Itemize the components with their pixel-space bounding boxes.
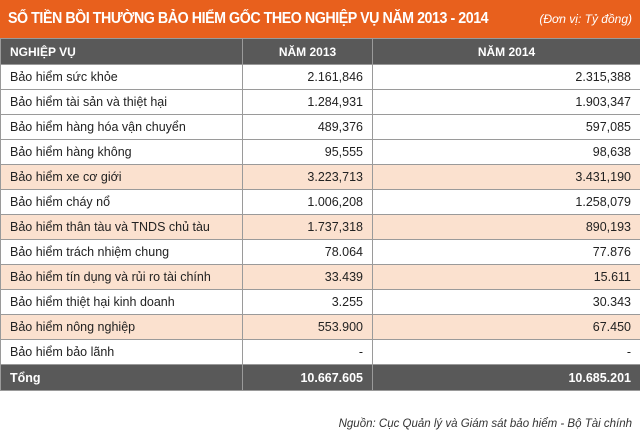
total-label: Tổng [0, 364, 243, 391]
total-2014: 10.685.201 [372, 364, 640, 391]
table-row: Bảo hiểm sức khỏe 2.161,846 2.315,388 [0, 64, 640, 90]
value-2013: 3.255 [242, 289, 373, 315]
table-row: Bảo hiểm hàng không 95,555 98,638 [0, 139, 640, 165]
value-2013: 1.737,318 [242, 214, 373, 240]
value-2014: 15.611 [372, 264, 640, 290]
source-note: Nguồn: Cục Quản lý và Giám sát bảo hiểm … [338, 418, 632, 430]
header-line-of-business: NGHIỆP VỤ [0, 38, 243, 65]
row-label: Bảo hiểm xe cơ giới [0, 164, 243, 190]
claims-table: NGHIỆP VỤ NĂM 2013 NĂM 2014 Bảo hiểm sức… [0, 38, 640, 391]
value-2014: 77.876 [372, 239, 640, 265]
table-header-row: NGHIỆP VỤ NĂM 2013 NĂM 2014 [0, 38, 640, 65]
value-2014: 30.343 [372, 289, 640, 315]
value-2013: 1.006,208 [242, 189, 373, 215]
value-2013: 78.064 [242, 239, 373, 265]
row-label: Bảo hiểm nông nghiệp [0, 314, 243, 340]
table-row: Bảo hiểm bảo lãnh - - [0, 339, 640, 365]
value-2014: 1.258,079 [372, 189, 640, 215]
table-row: Bảo hiểm thiệt hại kinh doanh 3.255 30.3… [0, 289, 640, 315]
table-row: Bảo hiểm hàng hóa vận chuyển 489,376 597… [0, 114, 640, 140]
value-2014: 98,638 [372, 139, 640, 165]
value-2014: 1.903,347 [372, 89, 640, 115]
table-row: Bảo hiểm tài sản và thiệt hại 1.284,931 … [0, 89, 640, 115]
value-2014: 597,085 [372, 114, 640, 140]
value-2013: 489,376 [242, 114, 373, 140]
value-2013: 2.161,846 [242, 64, 373, 90]
unit-label: (Đơn vị: Tỷ đồng) [539, 12, 632, 26]
value-2014: 3.431,190 [372, 164, 640, 190]
value-2014: 67.450 [372, 314, 640, 340]
row-label: Bảo hiểm hàng hóa vận chuyển [0, 114, 243, 140]
table-row: Bảo hiểm cháy nổ 1.006,208 1.258,079 [0, 189, 640, 215]
table-row: Bảo hiểm thân tàu và TNDS chủ tàu 1.737,… [0, 214, 640, 240]
header-year-2014: NĂM 2014 [372, 38, 640, 65]
header-year-2013: NĂM 2013 [242, 38, 373, 65]
row-label: Bảo hiểm trách nhiệm chung [0, 239, 243, 265]
total-row: Tổng 10.667.605 10.685.201 [0, 364, 640, 391]
page-title: SỐ TIỀN BỒI THƯỜNG BẢO HIỂM GỐC THEO NGH… [8, 10, 489, 27]
row-label: Bảo hiểm sức khỏe [0, 64, 243, 90]
row-label: Bảo hiểm hàng không [0, 139, 243, 165]
table-row: Bảo hiểm tín dụng và rủi ro tài chính 33… [0, 264, 640, 290]
title-bar: SỐ TIỀN BỒI THƯỜNG BẢO HIỂM GỐC THEO NGH… [0, 0, 640, 38]
value-2013: 95,555 [242, 139, 373, 165]
value-2013: 553.900 [242, 314, 373, 340]
value-2013: 1.284,931 [242, 89, 373, 115]
table-row: Bảo hiểm trách nhiệm chung 78.064 77.876 [0, 239, 640, 265]
table-row: Bảo hiểm nông nghiệp 553.900 67.450 [0, 314, 640, 340]
row-label: Bảo hiểm bảo lãnh [0, 339, 243, 365]
value-2014: 2.315,388 [372, 64, 640, 90]
value-2013: 33.439 [242, 264, 373, 290]
table-row: Bảo hiểm xe cơ giới 3.223,713 3.431,190 [0, 164, 640, 190]
row-label: Bảo hiểm thiệt hại kinh doanh [0, 289, 243, 315]
row-label: Bảo hiểm tài sản và thiệt hại [0, 89, 243, 115]
value-2014: 890,193 [372, 214, 640, 240]
value-2013: 3.223,713 [242, 164, 373, 190]
value-2014: - [372, 339, 640, 365]
value-2013: - [242, 339, 373, 365]
row-label: Bảo hiểm thân tàu và TNDS chủ tàu [0, 214, 243, 240]
row-label: Bảo hiểm tín dụng và rủi ro tài chính [0, 264, 243, 290]
total-2013: 10.667.605 [242, 364, 373, 391]
row-label: Bảo hiểm cháy nổ [0, 189, 243, 215]
